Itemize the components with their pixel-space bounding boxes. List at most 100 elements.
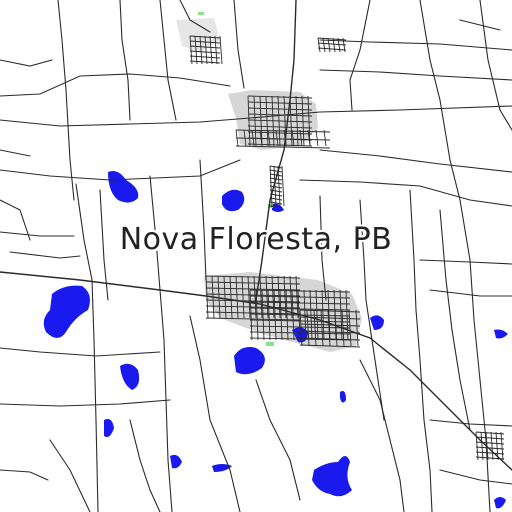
street [249, 325, 351, 329]
street [267, 289, 271, 341]
lake [212, 464, 232, 472]
street [317, 47, 347, 51]
street [475, 456, 505, 460]
street [247, 119, 313, 123]
street [255, 289, 259, 341]
lake [234, 347, 265, 375]
lake [494, 497, 506, 509]
street [217, 275, 221, 319]
street [327, 37, 331, 53]
street [235, 145, 331, 149]
street [189, 55, 221, 59]
street [475, 446, 505, 450]
street [199, 35, 203, 65]
lake [108, 171, 139, 203]
street [269, 193, 283, 197]
street [205, 281, 301, 285]
street [205, 275, 301, 279]
street [269, 189, 283, 193]
street [235, 129, 331, 133]
street [332, 37, 336, 53]
street [269, 205, 283, 209]
lake [170, 454, 182, 469]
street [247, 107, 313, 111]
street [209, 35, 213, 65]
street [189, 45, 221, 49]
street [273, 289, 277, 341]
street [249, 307, 351, 311]
street [334, 309, 338, 347]
street [261, 289, 265, 341]
street [205, 305, 301, 309]
street [283, 129, 287, 147]
street [189, 40, 221, 44]
street [306, 309, 310, 347]
street [247, 113, 313, 117]
street [269, 201, 283, 205]
street [480, 431, 484, 461]
street [214, 35, 218, 65]
street [313, 309, 317, 347]
street [315, 129, 319, 147]
street [307, 129, 311, 147]
street [299, 323, 361, 327]
lake [43, 285, 90, 338]
street [235, 137, 331, 141]
street [291, 129, 295, 147]
street [269, 173, 283, 177]
street [299, 309, 361, 313]
street [495, 431, 499, 461]
street [205, 299, 301, 303]
street [189, 50, 221, 54]
street [204, 35, 208, 65]
street [475, 436, 505, 440]
street [301, 95, 305, 147]
street [249, 301, 351, 305]
street [299, 316, 361, 320]
street [341, 309, 345, 347]
street [322, 37, 326, 53]
street [299, 129, 303, 147]
street [269, 169, 283, 173]
lake [494, 329, 508, 339]
street [485, 431, 489, 461]
lake [222, 189, 245, 212]
street [189, 35, 221, 39]
street [299, 337, 361, 341]
street [475, 441, 505, 445]
street [219, 35, 223, 65]
street [253, 95, 257, 147]
street [281, 165, 285, 207]
street [269, 185, 283, 189]
street [323, 129, 327, 147]
street [247, 125, 313, 129]
street [205, 275, 209, 319]
street [211, 275, 215, 319]
street [317, 42, 347, 46]
street [320, 309, 324, 347]
place-label: Nova Floresta, PB [119, 222, 393, 257]
street [317, 37, 347, 41]
street [247, 101, 313, 105]
street [475, 451, 505, 455]
street [249, 337, 351, 341]
street [229, 275, 233, 319]
street [299, 344, 361, 348]
street [269, 181, 283, 185]
street [475, 431, 505, 435]
street [299, 309, 303, 347]
street [267, 129, 271, 147]
street [327, 309, 331, 347]
street [317, 37, 321, 53]
street [299, 330, 361, 334]
lake [272, 203, 284, 212]
street [249, 319, 351, 323]
street [205, 293, 301, 297]
street [259, 95, 263, 147]
street [194, 35, 198, 65]
street [247, 95, 313, 99]
lake [370, 315, 384, 330]
